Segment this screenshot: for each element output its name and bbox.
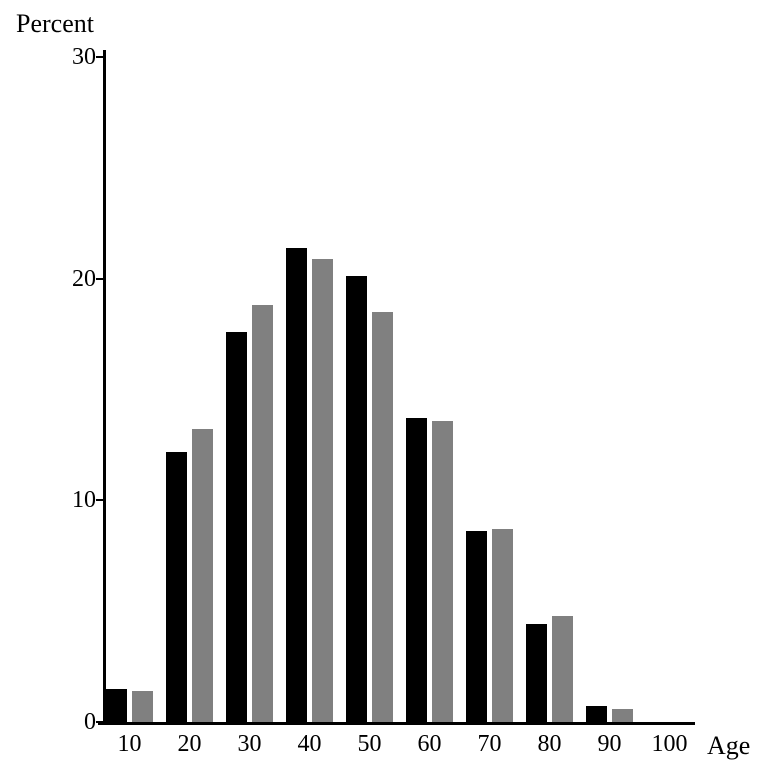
x-tick-label-60: 60: [417, 731, 442, 757]
x-axis-line: [98, 722, 695, 725]
y-tick-mark-0: [96, 721, 103, 723]
y-tick-mark-20: [96, 278, 103, 280]
x-axis-title: Age: [707, 731, 751, 760]
x-tick-label-40: 40: [297, 731, 322, 757]
x-tick-label-10: 10: [117, 731, 142, 757]
bar-gray-60: [432, 421, 453, 722]
bar-black-40: [286, 248, 307, 722]
y-tick-mark-10: [96, 499, 103, 501]
x-tick-label-90: 90: [597, 731, 622, 757]
x-tick-label-50: 50: [357, 731, 382, 757]
x-tick-label-70: 70: [477, 731, 502, 757]
y-axis-line: [103, 50, 106, 725]
x-tick-label-20: 20: [177, 731, 202, 757]
x-tick-label-30: 30: [237, 731, 262, 757]
y-tick-label-10: 10: [72, 487, 96, 513]
bar-gray-90: [612, 709, 633, 722]
bar-black-50: [346, 276, 367, 722]
bar-gray-80: [552, 616, 573, 722]
bar-black-60: [406, 418, 427, 722]
y-axis-title: Percent: [16, 9, 94, 38]
bar-gray-10: [132, 691, 153, 722]
bar-black-20: [166, 452, 187, 722]
bar-black-30: [226, 332, 247, 722]
bar-black-80: [526, 624, 547, 722]
bar-gray-20: [192, 429, 213, 722]
y-tick-mark-30: [96, 56, 103, 58]
bar-gray-40: [312, 259, 333, 722]
x-tick-label-100: 100: [651, 731, 688, 757]
y-tick-label-20: 20: [72, 266, 96, 292]
x-tick-label-80: 80: [537, 731, 562, 757]
bar-gray-30: [252, 305, 273, 722]
y-tick-label-0: 0: [84, 709, 96, 735]
bar-black-90: [586, 706, 607, 722]
y-tick-label-30: 30: [72, 44, 96, 70]
bar-gray-50: [372, 312, 393, 722]
bar-black-10: [106, 689, 127, 722]
bar-black-70: [466, 531, 487, 722]
bar-gray-70: [492, 529, 513, 722]
